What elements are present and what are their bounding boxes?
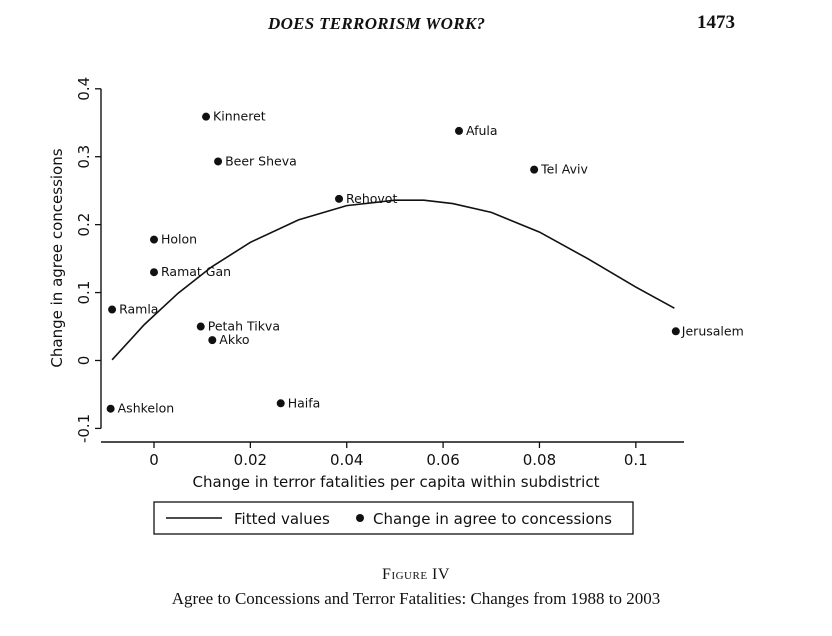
data-point-label: Beer Sheva	[225, 153, 297, 168]
legend-label-fitted: Fitted values	[234, 510, 330, 528]
legend-box	[153, 501, 634, 535]
data-point	[202, 112, 211, 121]
data-point-label: Ramla	[119, 302, 158, 317]
chart-legend: Fitted values Change in agree to concess…	[153, 501, 634, 535]
running-head: DOES TERRORISM WORK?	[268, 14, 486, 33]
x-tick-label: 0.1	[624, 451, 648, 469]
x-tick-label: 0.06	[426, 451, 459, 469]
scatter-chart: -0.1 0 0.1 0.2 0.3 0.4 0 0.02 0.04 0.06 0.08 0.1 Ki…	[48, 77, 744, 535]
data-point	[150, 268, 158, 277]
y-tick-label: 0.1	[75, 281, 93, 305]
data-point-label: Jerusalem	[681, 323, 744, 338]
y-tick-label: -0.1	[75, 414, 93, 443]
data-point-label: Rehovot	[346, 191, 397, 206]
x-tick-label: 0.04	[330, 451, 363, 469]
data-point-label: Ramat Gan	[161, 264, 231, 279]
x-tick-label: 0.02	[234, 451, 267, 469]
data-point	[208, 336, 217, 345]
data-point-label: Haifa	[288, 395, 321, 410]
y-tick-label: 0.3	[75, 145, 93, 169]
x-axis-label: Change in terror fatalities per capita w…	[193, 473, 600, 491]
data-point	[196, 322, 205, 331]
data-point	[214, 157, 223, 166]
page-number: 1473	[697, 12, 735, 33]
y-tick-label: 0.2	[75, 213, 93, 237]
y-tick-label: 0	[75, 356, 93, 366]
data-point-label: Kinneret	[213, 109, 266, 124]
data-point	[454, 126, 463, 135]
data-point	[671, 327, 680, 336]
data-point	[276, 399, 285, 408]
data-point-label: Holon	[161, 232, 197, 247]
data-points: Kinneret Afula Beer Sheva Tel Aviv Rehovot Ho…	[106, 109, 744, 416]
data-point	[150, 235, 158, 244]
data-point-label: Tel Aviv	[540, 162, 588, 177]
x-tick-label: 0.08	[523, 451, 556, 469]
x-tick-label: 0	[149, 451, 159, 469]
fitted-values-line	[111, 199, 675, 361]
data-point-label: Ashkelon	[118, 401, 175, 416]
data-point	[335, 194, 344, 203]
chart-axes: -0.1 0 0.1 0.2 0.3 0.4 0 0.02 0.04 0.06 0.08 0.1	[75, 77, 684, 469]
figure-caption: Agree to Concessions and Terror Fataliti…	[171, 589, 661, 608]
figure-label: Figure IV	[382, 566, 450, 583]
y-axis-label: Change in agree concessions	[48, 148, 66, 367]
data-point-label: Akko	[219, 332, 249, 347]
data-point-label: Petah Tikva	[208, 319, 280, 334]
legend-label-points: Change in agree to concessions	[373, 510, 612, 528]
y-tick-label: 0.4	[75, 77, 93, 101]
data-point	[530, 165, 539, 174]
legend-dot-icon	[356, 514, 364, 522]
data-point	[108, 305, 117, 314]
data-point-label: Afula	[466, 123, 498, 138]
data-point	[106, 404, 115, 413]
